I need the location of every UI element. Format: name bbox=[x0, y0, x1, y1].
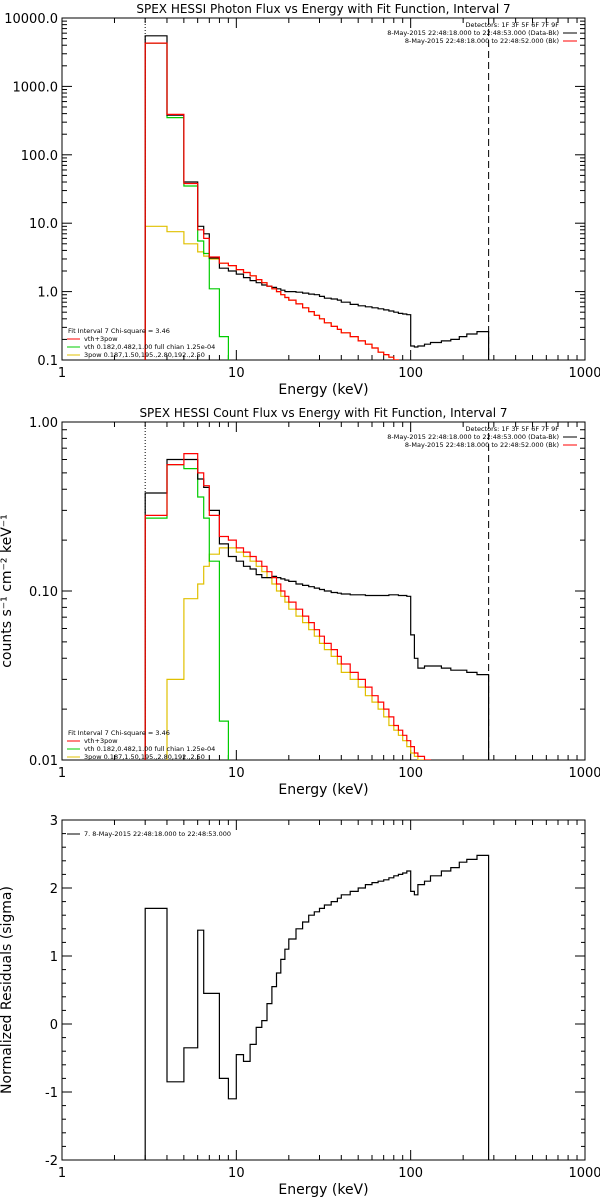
y-tick-label: 1000.0 bbox=[13, 80, 59, 95]
legend-left-entry: vth 0.182,0.482,1.00 full chian 1.25e-04 bbox=[84, 745, 215, 753]
y-tick-label: 0.01 bbox=[29, 754, 58, 769]
legend-right-entry: 8-May-2015 22:48:18.000 to 22:48:53.000 … bbox=[387, 433, 559, 441]
chart-panel-3: Energy (keV) Normalized Residuals (sigma)… bbox=[0, 814, 600, 1198]
legend-left-entry: Fit Interval 7 Chi-square = 3.46 bbox=[68, 729, 170, 737]
y-tick-label: -1 bbox=[45, 1086, 58, 1101]
y-tick-label: 1.00 bbox=[29, 416, 58, 431]
legend-right-entry: Detectors: 1F 3F 5F 6F 7F 9F bbox=[465, 21, 559, 29]
y-tick-label: 3 bbox=[50, 814, 58, 829]
x-tick-label: 100 bbox=[398, 366, 423, 381]
y-axis-label: counts s⁻¹ cm⁻² keV⁻¹ bbox=[0, 514, 15, 668]
x-tick-label: 1000 bbox=[568, 766, 600, 781]
legend-left-entry: 3pow 0.187,1.50,195.,2.80,192.,2.50 bbox=[84, 351, 205, 359]
plot-frame bbox=[61, 17, 586, 361]
x-tick-label: 100 bbox=[398, 766, 423, 781]
y-tick-label: 2 bbox=[50, 882, 58, 897]
chart-title: SPEX HESSI Photon Flux vs Energy with Fi… bbox=[136, 2, 510, 16]
chart-panel-1: SPEX HESSI Photon Flux vs Energy with Fi… bbox=[4, 2, 600, 398]
y-tick-label: 0.1 bbox=[37, 354, 58, 369]
y-axis-label: Normalized Residuals (sigma) bbox=[0, 886, 15, 1094]
x-tick-label: 1000 bbox=[568, 1166, 600, 1181]
x-tick-label: 1 bbox=[58, 366, 66, 381]
x-tick-label: 10 bbox=[228, 766, 245, 781]
series-fit_sum-line bbox=[144, 42, 399, 360]
series-fit_sum-line bbox=[144, 453, 432, 760]
series-3pow-line bbox=[144, 547, 426, 760]
y-tick-label: 1 bbox=[50, 950, 58, 965]
x-axis-label: Energy (keV) bbox=[278, 1182, 368, 1198]
legend-right-entry: 8-May-2015 22:48:18.000 to 22:48:53.000 … bbox=[387, 29, 559, 37]
y-tick-label: 100.0 bbox=[21, 149, 58, 164]
y-tick-label: 0.10 bbox=[29, 585, 58, 600]
y-tick-label: 1.0 bbox=[37, 286, 58, 301]
y-tick-label: -2 bbox=[45, 1154, 58, 1169]
x-tick-label: 10 bbox=[228, 366, 245, 381]
x-tick-label: 1 bbox=[58, 1166, 66, 1181]
legend-left-entry: Fit Interval 7 Chi-square = 3.46 bbox=[68, 327, 170, 335]
x-tick-label: 1000 bbox=[568, 366, 600, 381]
plot-frame bbox=[61, 819, 586, 1161]
legend-left-entry: 3pow 0.187,1.50,195.,2.80,192.,2.50 bbox=[84, 753, 205, 761]
x-tick-label: 1 bbox=[58, 766, 66, 781]
series-total-line bbox=[144, 35, 490, 360]
y-tick-label: 10000.0 bbox=[4, 12, 58, 27]
legend-left-entry: vth+3pow bbox=[84, 335, 118, 343]
series-total-line bbox=[144, 458, 490, 760]
legend-right-entry: 8-May-2015 22:48:18.000 to 22:48:52.000 … bbox=[405, 37, 559, 45]
legend-left-entry: vth+3pow bbox=[84, 737, 118, 745]
chart-panel-2: SPEX HESSI Count Flux vs Energy with Fit… bbox=[0, 406, 600, 798]
x-tick-label: 100 bbox=[398, 1166, 423, 1181]
legend-right-entry: Detectors: 1F 3F 5F 6F 7F 9F bbox=[465, 425, 559, 433]
x-axis-label: Energy (keV) bbox=[278, 382, 368, 398]
series-total-line bbox=[144, 854, 490, 1160]
y-tick-label: 0 bbox=[50, 1018, 58, 1033]
chart-title: SPEX HESSI Count Flux vs Energy with Fit… bbox=[139, 406, 507, 420]
legend-left-entry: 7. 8-May-2015 22:48:18.000 to 22:48:53.0… bbox=[84, 830, 231, 838]
legend-left-entry: vth 0.182,0.482,1.00 full chian 1.25e-04 bbox=[84, 343, 215, 351]
series-vth-line bbox=[144, 42, 229, 360]
plot-frame bbox=[61, 421, 586, 761]
legend-right-entry: 8-May-2015 22:48:18.000 to 22:48:52.000 … bbox=[405, 441, 559, 449]
x-tick-label: 10 bbox=[228, 1166, 245, 1181]
x-axis-label: Energy (keV) bbox=[278, 782, 368, 798]
y-tick-label: 10.0 bbox=[29, 217, 58, 232]
